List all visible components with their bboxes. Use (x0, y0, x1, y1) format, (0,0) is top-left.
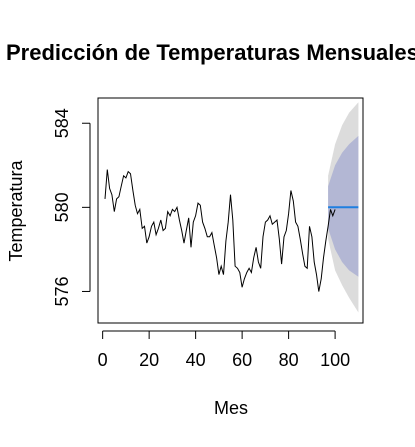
history-line (104, 169, 336, 292)
plot-area (97, 97, 364, 324)
chart-title: Predicción de Temperaturas Mensuales (6, 40, 415, 65)
x-tick-label: 0 (98, 350, 108, 370)
x-tick-label: 100 (320, 350, 350, 370)
series-layer (104, 169, 359, 292)
x-tick-label: 80 (279, 350, 299, 370)
x-tick-label: 20 (139, 350, 159, 370)
y-axis-label: Temperatura (6, 159, 26, 261)
y-tick-label: 580 (52, 192, 72, 222)
y-tick-label: 576 (52, 276, 72, 306)
x-axis: 0 20 40 60 80 100 (98, 330, 350, 370)
x-tick-label: 40 (186, 350, 206, 370)
y-axis: 576 580 584 (52, 108, 91, 306)
x-tick-label: 60 (232, 350, 252, 370)
y-tick-label: 584 (52, 108, 72, 138)
x-axis-label: Mes (214, 398, 248, 418)
plot-frame (97, 97, 364, 324)
